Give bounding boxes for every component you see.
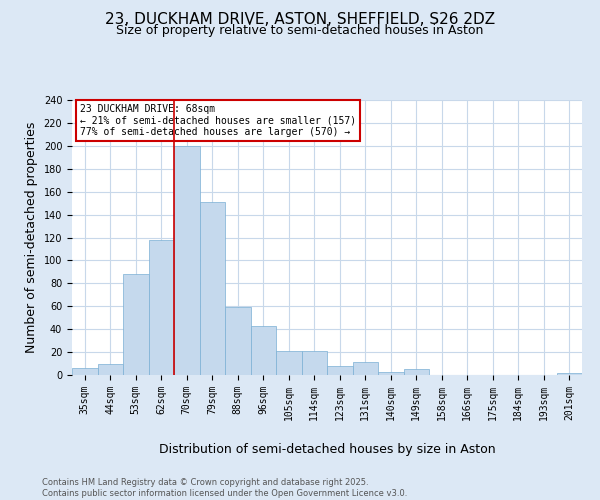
Y-axis label: Number of semi-detached properties: Number of semi-detached properties [25,122,38,353]
Bar [302,351,327,375]
Bar [378,372,404,375]
Bar [404,370,429,375]
Text: 23 DUCKHAM DRIVE: 68sqm
← 21% of semi-detached houses are smaller (157)
77% of s: 23 DUCKHAM DRIVE: 68sqm ← 21% of semi-de… [80,104,356,138]
Bar [72,368,97,375]
Bar [225,308,251,375]
Bar [174,146,199,375]
Text: Contains HM Land Registry data © Crown copyright and database right 2025.
Contai: Contains HM Land Registry data © Crown c… [42,478,407,498]
Bar [123,274,149,375]
Text: Distribution of semi-detached houses by size in Aston: Distribution of semi-detached houses by … [158,442,496,456]
Text: 23, DUCKHAM DRIVE, ASTON, SHEFFIELD, S26 2DZ: 23, DUCKHAM DRIVE, ASTON, SHEFFIELD, S26… [105,12,495,28]
Bar [353,362,378,375]
Bar [251,326,276,375]
Bar [557,372,582,375]
Bar [327,366,353,375]
Bar [276,351,302,375]
Bar [97,364,123,375]
Bar [199,202,225,375]
Bar [149,240,174,375]
Text: Size of property relative to semi-detached houses in Aston: Size of property relative to semi-detach… [116,24,484,37]
